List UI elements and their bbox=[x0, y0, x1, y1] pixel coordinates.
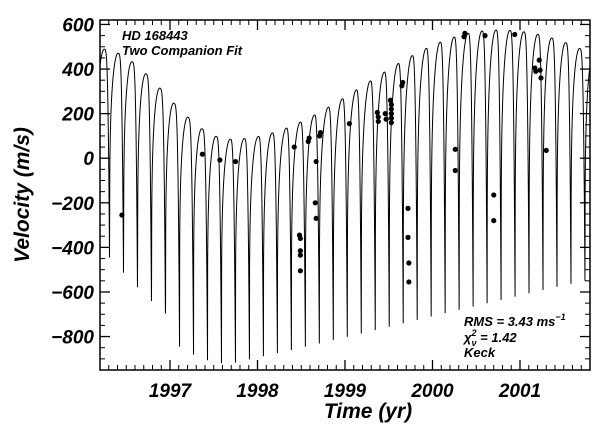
rv-data-point bbox=[375, 118, 381, 125]
y-tick-label: 600 bbox=[62, 15, 94, 36]
x-tick-label: 2001 bbox=[498, 381, 541, 402]
rv-data-point bbox=[217, 157, 223, 163]
rv-data-point bbox=[452, 146, 458, 152]
rv-data-point bbox=[405, 205, 411, 211]
chi-subscript: ν bbox=[472, 338, 477, 348]
chi-value: = 1.42 bbox=[477, 330, 518, 345]
y-tick-label: −600 bbox=[51, 283, 94, 304]
rv-data-point bbox=[313, 158, 319, 165]
rv-data-point bbox=[233, 158, 239, 165]
rv-data-point bbox=[388, 115, 394, 121]
y-tick-label: 400 bbox=[61, 60, 94, 81]
rv-data-point bbox=[491, 218, 497, 224]
rv-data-point bbox=[297, 252, 303, 258]
y-axis-title: Velocity (m/s) bbox=[11, 127, 34, 263]
rv-data-point bbox=[297, 248, 303, 254]
rv-data-point bbox=[388, 106, 394, 112]
x-tick-label: 1999 bbox=[324, 381, 367, 402]
axis-ticks-layer bbox=[99, 20, 591, 370]
rv-data-point bbox=[374, 109, 380, 116]
rv-data-point bbox=[406, 260, 412, 266]
model-fit-curve bbox=[99, 29, 591, 364]
rv-data-point bbox=[536, 57, 542, 63]
y-tick-label: −400 bbox=[51, 238, 94, 259]
x-tick-label: 1998 bbox=[236, 381, 279, 402]
model-curve-layer bbox=[99, 29, 591, 364]
y-tick-label: −800 bbox=[51, 328, 94, 349]
rv-data-point bbox=[317, 129, 324, 136]
rv-data-point bbox=[405, 234, 411, 240]
rv-data-point bbox=[291, 144, 297, 150]
rv-data-point bbox=[313, 215, 319, 222]
rv-data-point bbox=[512, 31, 518, 38]
chi-symbol: χ bbox=[462, 330, 472, 345]
rv-data-point bbox=[119, 212, 125, 218]
rv-data-point bbox=[533, 68, 539, 74]
y-tick-label: 0 bbox=[83, 149, 94, 170]
telescope-label: Keck bbox=[464, 345, 496, 360]
tick-labels-layer: 1997 1998 1999 2000 20016004002000−200−400−6… bbox=[51, 15, 541, 402]
rv-data-point bbox=[388, 102, 394, 108]
rv-data-point bbox=[382, 111, 388, 117]
rv-data-point bbox=[452, 167, 458, 174]
x-tick-label: 1997 bbox=[149, 381, 193, 402]
rv-data-point bbox=[388, 111, 394, 117]
x-tick-label: 2000 bbox=[410, 381, 454, 402]
rv-data-point bbox=[388, 119, 394, 126]
rv-data-point bbox=[297, 235, 303, 242]
rv-data-point bbox=[543, 147, 549, 154]
rms-label-text: RMS = 3.43 ms bbox=[464, 314, 555, 329]
rv-data-point bbox=[383, 116, 389, 122]
rv-data-point bbox=[538, 75, 544, 81]
chi-square-label: χν2 = 1.42 bbox=[462, 328, 517, 348]
rv-data-point bbox=[387, 97, 394, 103]
rv-data-point bbox=[306, 135, 312, 141]
rv-data-point bbox=[312, 200, 318, 206]
rv-data-point bbox=[406, 279, 412, 285]
rv-data-point bbox=[297, 268, 303, 274]
fit-label: Two Companion Fit bbox=[122, 43, 243, 58]
y-tick-label: 200 bbox=[61, 105, 94, 126]
y-tick-label: −200 bbox=[51, 194, 94, 215]
rv-data-point bbox=[199, 151, 205, 157]
rv-data-point bbox=[482, 33, 488, 39]
rv-data-point bbox=[491, 192, 497, 198]
rms-exponent: −1 bbox=[555, 312, 565, 322]
x-axis-title: Time (yr) bbox=[324, 400, 412, 423]
rv-data-point bbox=[346, 121, 352, 127]
rv-data-point bbox=[462, 30, 468, 36]
star-name-label: HD 168443 bbox=[122, 28, 189, 43]
chi-superscript: 2 bbox=[471, 328, 477, 338]
rv-data-point bbox=[400, 79, 406, 86]
observation-points-layer bbox=[119, 30, 549, 285]
rms-label: RMS = 3.43 ms−1 bbox=[464, 312, 566, 329]
rv-data-point bbox=[537, 67, 543, 73]
rv-data-point bbox=[375, 114, 381, 120]
